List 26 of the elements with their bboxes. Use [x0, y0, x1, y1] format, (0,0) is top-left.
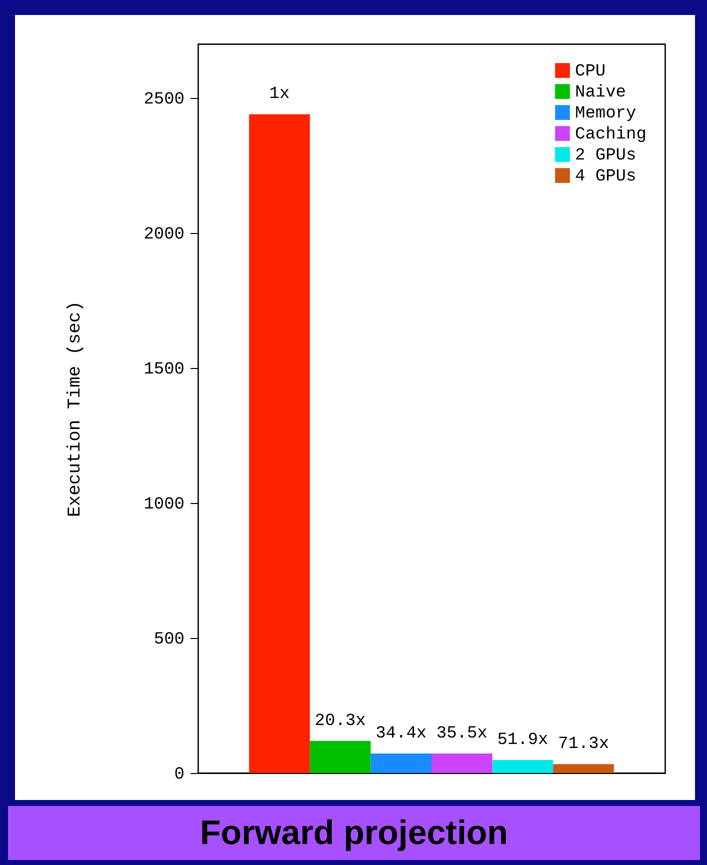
legend-label: Memory	[575, 104, 636, 124]
y-tick-label: 2000	[144, 226, 184, 244]
bar	[310, 740, 371, 773]
y-tick-label: 2500	[144, 90, 184, 110]
bar	[492, 760, 554, 773]
legend-label: Caching	[575, 126, 646, 144]
annotation: 35.5x	[436, 724, 488, 744]
annotation: 51.9x	[497, 731, 548, 750]
legend-label: Naive	[575, 84, 626, 102]
annotation: 1x	[269, 85, 290, 104]
legend-label: 2 GPUs	[575, 146, 636, 166]
annotation: 34.4x	[376, 724, 427, 744]
y-tick-label: 0	[174, 766, 184, 784]
legend-label: CPU	[575, 62, 606, 82]
y-axis-title: Execution Time (sec)	[66, 300, 86, 518]
annotation: 20.3x	[314, 712, 366, 731]
bar	[370, 754, 432, 773]
legend-label: 4 GPUs	[575, 168, 636, 186]
y-tick-label: 500	[154, 630, 184, 650]
bar	[432, 754, 492, 773]
y-tick-label: 1500	[144, 360, 184, 380]
bar	[249, 114, 310, 773]
annotation: 71.3x	[558, 735, 610, 754]
bar	[553, 764, 614, 773]
text: Forward projection	[8, 806, 700, 860]
y-tick-label: 1000	[144, 496, 184, 514]
